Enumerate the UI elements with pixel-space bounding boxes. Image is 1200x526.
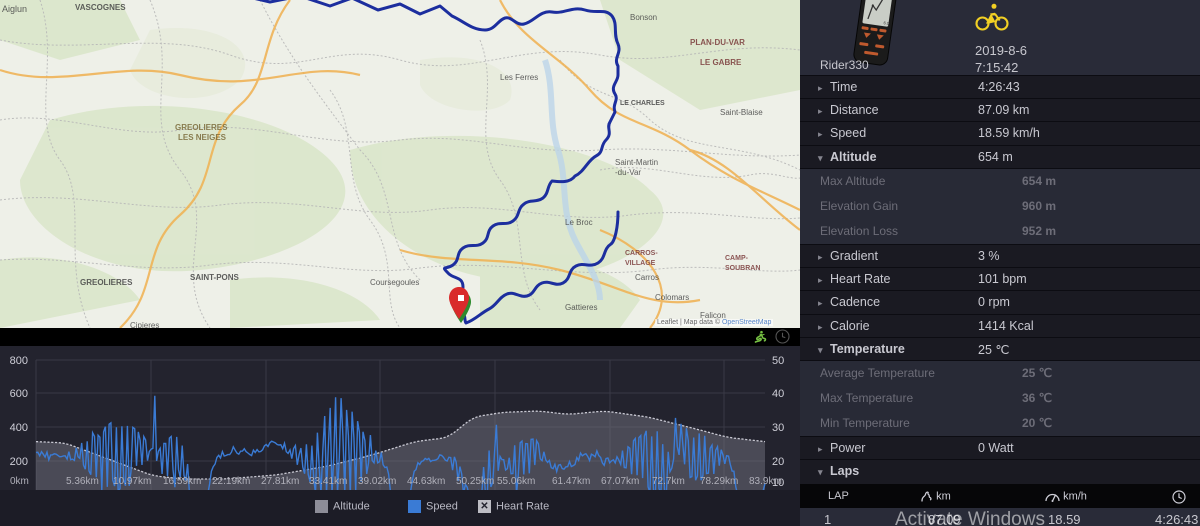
svg-text:SAINT-PONS: SAINT-PONS [190,273,240,282]
svg-text:Colomars: Colomars [655,293,689,302]
svg-text:30: 30 [772,422,784,434]
svg-text:Saint-Blaise: Saint-Blaise [720,108,763,117]
svg-text:20: 20 [772,456,784,468]
svg-text:200: 200 [10,456,28,468]
svg-text:Gattieres: Gattieres [565,303,597,312]
svg-text:Coursegoules: Coursegoules [370,278,419,287]
svg-text:Saint-Martin: Saint-Martin [615,158,658,167]
svg-text:Les Ferres: Les Ferres [500,73,538,82]
svg-text:800: 800 [10,355,28,367]
svg-text:VILLAGE: VILLAGE [625,260,656,267]
svg-text:600: 600 [10,388,28,400]
svg-text:LES NEIGES: LES NEIGES [178,133,227,142]
svg-text:PLAN-DU-VAR: PLAN-DU-VAR [690,38,745,47]
svg-text:LE CHARLES: LE CHARLES [620,100,665,107]
svg-text:LE GABRE: LE GABRE [700,58,742,67]
svg-text:-du-Var: -du-Var [615,168,641,177]
svg-text:GREOLIERES: GREOLIERES [80,278,133,287]
svg-text:Aiglun: Aiglun [2,4,27,14]
svg-text:50: 50 [772,355,784,367]
svg-text:CARROS-: CARROS- [625,250,658,257]
svg-text:Cipieres: Cipieres [130,321,159,328]
svg-text:Bonson: Bonson [630,13,657,22]
svg-text:40: 40 [772,388,784,400]
svg-text:VASCOGNES: VASCOGNES [75,3,126,12]
svg-text:CAMP-: CAMP- [725,255,749,262]
svg-text:GREOLIERES: GREOLIERES [175,123,228,132]
svg-text:Carros: Carros [635,273,659,282]
svg-text:400: 400 [10,422,28,434]
svg-text:SOUBRAN: SOUBRAN [725,265,760,272]
svg-text:Le Broc: Le Broc [565,218,593,227]
